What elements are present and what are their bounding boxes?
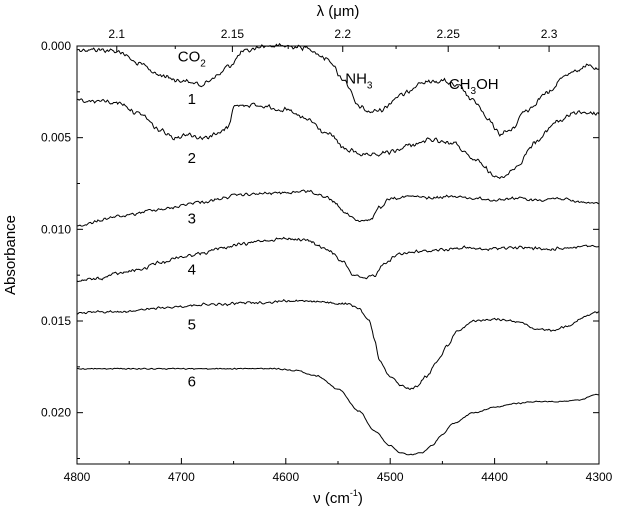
spectrum-line-2 (76, 98, 600, 180)
spectrum-line-1 (76, 42, 600, 137)
annotation-base: NH (345, 71, 367, 88)
y-tick-label-4: 0.020 (41, 406, 71, 420)
y-tick-label-3: 0.015 (41, 314, 71, 328)
curves-layer (76, 42, 600, 456)
top-tick-label-4: 2.3 (541, 27, 558, 41)
x-tick-label-4500: 4500 (377, 470, 404, 484)
top-tick-label-0: 2.1 (108, 27, 125, 41)
y-tick-label-1: 0.005 (41, 131, 71, 145)
y-tick-label-0: 0.000 (41, 39, 71, 53)
curve-label-6: 6 (188, 374, 196, 391)
x-tick-label-4700: 4700 (168, 470, 195, 484)
x-axis-title-superscript: -1 (350, 488, 358, 498)
annotation-base: CH (449, 76, 471, 93)
curve-label-1: 1 (188, 91, 196, 108)
x-tick-label-4300: 4300 (586, 470, 613, 484)
y-tick-label-2: 0.010 (41, 222, 71, 236)
plot-frame (76, 45, 600, 465)
annotation-subscript: 2 (200, 59, 206, 70)
annotation-subscript: 3 (471, 86, 477, 97)
annotation-subscript: 3 (367, 81, 373, 92)
annotation-base: CO (178, 49, 201, 66)
spectrum-line-5 (76, 299, 600, 391)
curve-label-4: 4 (188, 262, 196, 279)
annotation-ch3: CH3OH (449, 76, 499, 97)
curve-label-5: 5 (188, 317, 196, 334)
x-tick-label-4600: 4600 (272, 470, 299, 484)
annotation-co2: CO2 (178, 49, 207, 70)
x-tick-label-4400: 4400 (481, 470, 508, 484)
x-tick-label-4800: 4800 (64, 470, 91, 484)
spectrum-line-4 (76, 236, 600, 283)
x-axis-title: ν (cm-1) (313, 488, 363, 507)
top-tick-label-1: 2.15 (221, 27, 245, 41)
annotation-rest: OH (476, 76, 499, 93)
top-axis-title: λ (μm) (317, 3, 360, 20)
labels-layer: 4800 4700 4600 4500 4400 4300 0.000 0.005 0.010 0… (41, 27, 613, 484)
x-axis-title-close: ) (358, 490, 363, 507)
curve-label-2: 2 (188, 150, 196, 167)
annotation-nh3: NH3 (345, 71, 373, 92)
spectrum-line-3 (76, 189, 600, 227)
x-axis-title-base: ν (cm (313, 490, 350, 507)
top-tick-label-2: 2.2 (334, 27, 351, 41)
curve-label-3: 3 (188, 210, 196, 227)
top-tick-label-3: 2.25 (437, 27, 461, 41)
y-axis-title: Absorbance (2, 215, 19, 295)
ticks-layer (76, 45, 600, 464)
spectrum-line-6 (76, 367, 600, 456)
